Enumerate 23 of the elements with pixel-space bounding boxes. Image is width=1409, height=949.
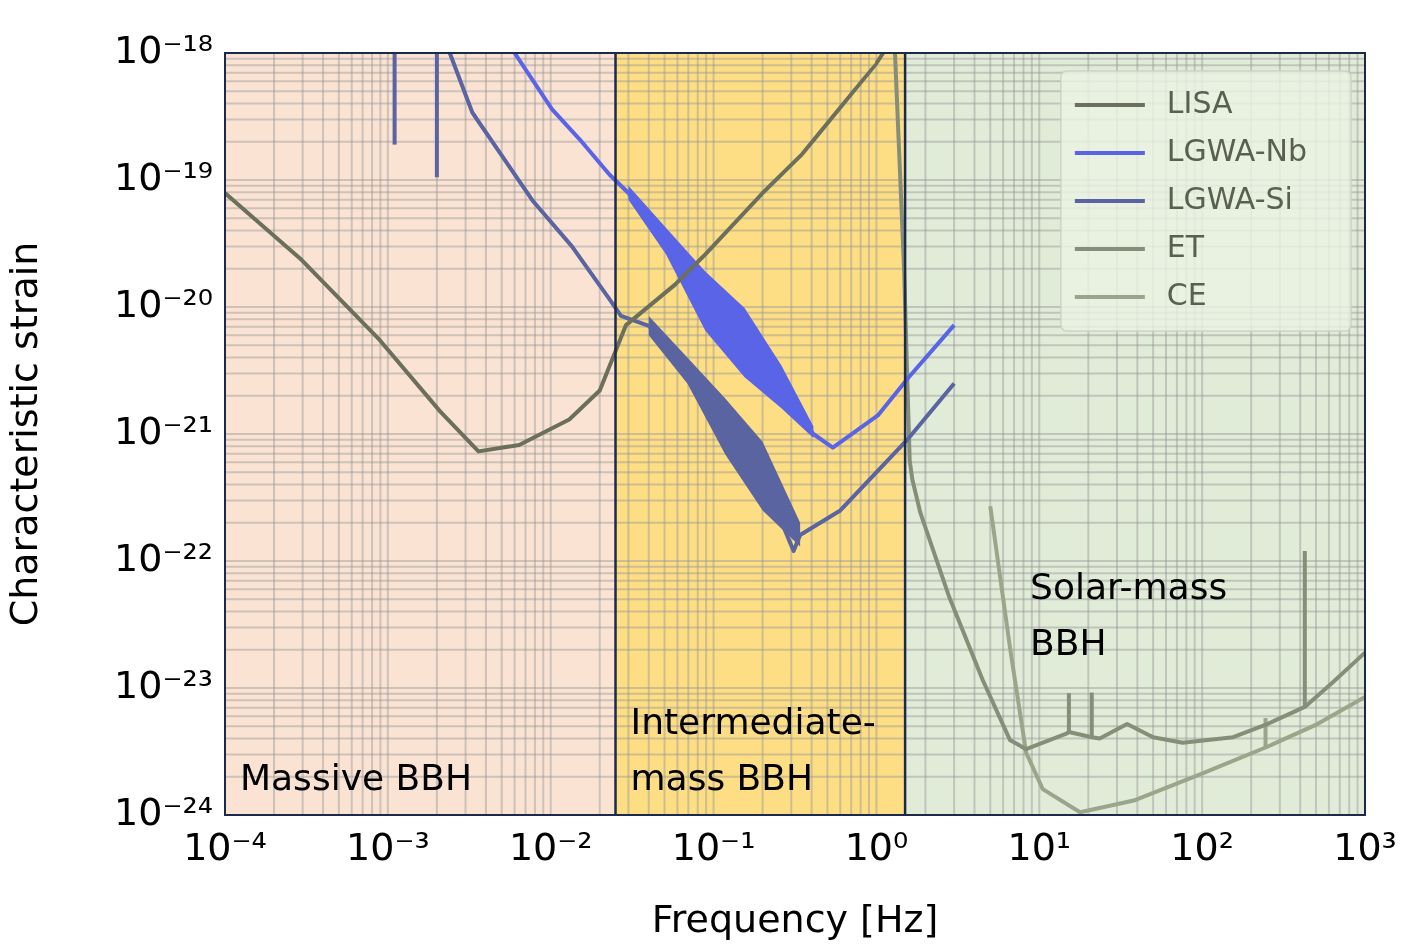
x-tick-label: 10⁻³ — [346, 824, 430, 869]
y-axis-title: Characteristic strain — [1, 241, 46, 627]
x-axis-title: Frequency [Hz] — [651, 897, 939, 942]
band-label: Solar-mass BBH — [1030, 566, 1228, 664]
y-tick-label: 10⁻²² — [114, 535, 213, 580]
y-tick-label: 10⁻¹⁸ — [114, 27, 213, 72]
y-tick-label: 10⁻²³ — [114, 662, 213, 707]
x-tick-label: 10¹ — [1007, 824, 1072, 869]
x-tick-label: 10³ — [1333, 824, 1397, 869]
legend-label: LGWA-Si — [1166, 180, 1293, 216]
band-label: Intermediate- mass BBH — [630, 701, 876, 799]
legend-label: CE — [1166, 276, 1207, 312]
band-label: Massive BBH — [240, 757, 472, 799]
legend-label: ET — [1166, 228, 1205, 264]
y-tick-label: 10⁻²⁰ — [114, 281, 213, 326]
legend-label: LGWA-Nb — [1166, 132, 1307, 168]
legend-label: LISA — [1166, 84, 1233, 120]
x-tick-label: 10² — [1170, 824, 1234, 869]
x-tick-label: 10⁻² — [508, 824, 593, 869]
y-tick-label: 10⁻²¹ — [114, 408, 213, 453]
y-tick-label: 10⁻¹⁹ — [114, 154, 213, 199]
x-tick-label: 10⁰ — [844, 824, 909, 869]
x-tick-label: 10⁻¹ — [671, 824, 756, 869]
